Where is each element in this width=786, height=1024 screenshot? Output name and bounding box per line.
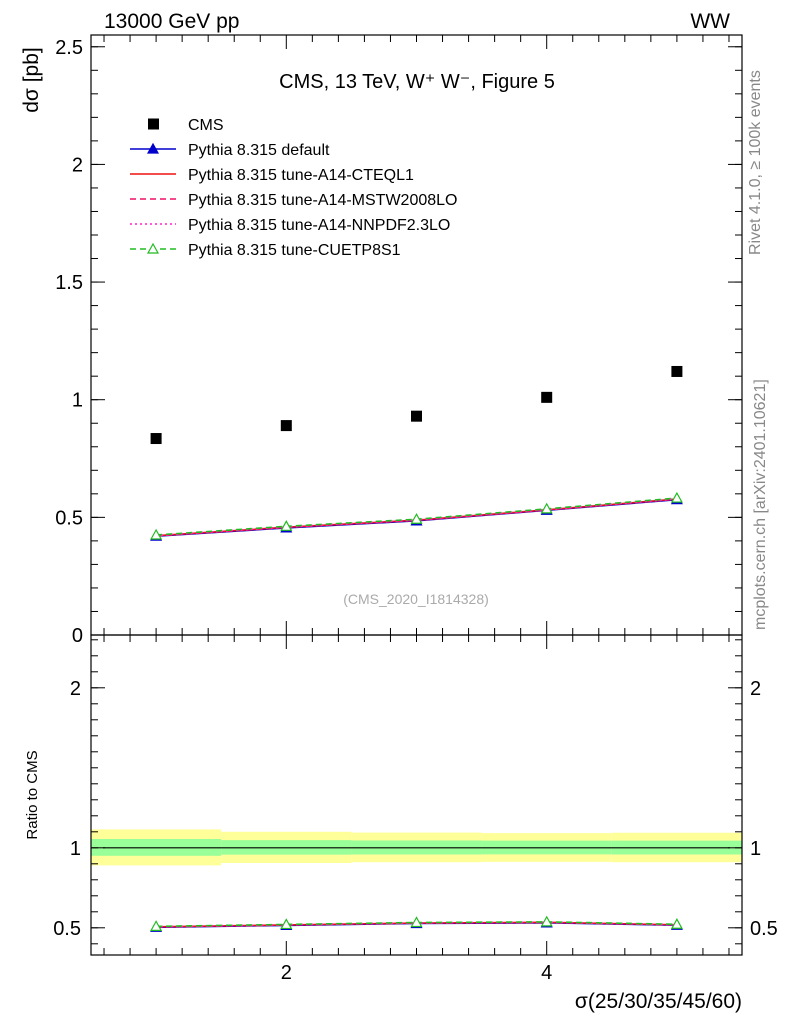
ratio-series-4-marker-4	[540, 915, 553, 927]
legend-label-3: Pythia 8.315 tune-A14-MSTW2008LO	[188, 192, 457, 209]
main-y-axis-label: dσ [pb]	[20, 47, 43, 113]
mcplots-label: mcplots.cern.ch [arXiv:2401.10621]	[752, 379, 769, 630]
ratio-ytick-label-right: 0.5	[750, 918, 778, 940]
ratio-series-4-marker-3	[410, 916, 423, 928]
main-cms-point-5	[671, 365, 683, 377]
main-series-5-marker-5	[670, 491, 683, 503]
ratio-ytick-label-right: 2	[750, 678, 761, 700]
main-series-5-marker-4	[540, 502, 553, 514]
main-panel: 0 0.5 1 1.5 2 2.5 CMS, 13 TeV, W⁺ W⁻, Figure …	[20, 34, 743, 647]
main-cms-point-3	[411, 410, 422, 422]
main-series-5-marker-3	[410, 512, 423, 524]
legend-label-0: CMS	[188, 117, 224, 134]
main-ytick-label: 1	[72, 390, 83, 412]
legend-label-4: Pythia 8.315 tune-A14-NNPDF2.3LO	[188, 217, 450, 234]
ratio-series-4-marker-5	[670, 918, 683, 929]
main-ytick-label: 2	[72, 154, 83, 176]
main-cms-point-4	[541, 391, 553, 403]
ratio-y-axis-label: Ratio to CMS	[24, 750, 41, 839]
ratio-ytick-label-right: 1	[750, 838, 761, 860]
ratio-frame	[90, 634, 743, 956]
x-axis-label: σ(25/30/35/45/60)	[575, 990, 742, 1013]
analysis-watermark: (CMS_2020_I1814328)	[343, 591, 489, 607]
main-series	[150, 365, 683, 541]
main-series-5-marker-1	[150, 528, 163, 540]
main-y-ticks: 0 0.5 1 1.5 2 2.5	[55, 35, 742, 647]
legend-label-5: Pythia 8.315 tune-CUETP8S1	[188, 242, 401, 259]
ratio-ytick-label: 1	[70, 838, 81, 860]
header-process-label: WW	[690, 10, 730, 33]
main-ytick-label: 1.5	[55, 272, 83, 294]
legend-marker-1	[146, 142, 160, 154]
xtick-label: 4	[541, 962, 552, 984]
ratio-series	[150, 915, 683, 932]
ratio-ytick-label: 0.5	[53, 918, 81, 940]
ratio-uncertainty-bands	[91, 829, 742, 866]
ratio-y-ticks: 0.5 0.5 1 1 2 2	[53, 639, 778, 945]
ratio-ytick-label: 2	[70, 678, 81, 700]
legend-label-2: Pythia 8.315 tune-A14-CTEQL1	[188, 167, 414, 184]
ratio-series-4-marker-2	[280, 918, 293, 930]
main-ytick-label: 0	[72, 625, 83, 647]
legend-label-1: Pythia 8.315 default	[188, 142, 330, 159]
main-cms-point-1	[150, 433, 162, 445]
legend-cms-marker	[148, 118, 159, 130]
ratio-series-4-marker-1	[150, 920, 163, 931]
main-series-5-marker-2	[280, 520, 293, 531]
header-energy-label: 13000 GeV pp	[104, 10, 239, 33]
main-ytick-label: 0.5	[55, 507, 83, 529]
xtick-label: 2	[281, 962, 292, 984]
legend: CMS Pythia 8.315 default Pythia 8.315 tune…	[130, 117, 457, 259]
main-title: CMS, 13 TeV, W⁺ W⁻, Figure 5	[279, 71, 555, 93]
main-cms-point-2	[280, 420, 292, 432]
ratio-axes	[90, 634, 743, 956]
rivet-version-label: Rivet 4.1.0, ≥ 100k events	[747, 70, 764, 255]
legend-marker-5	[146, 242, 160, 254]
main-ytick-label: 2.5	[55, 37, 83, 59]
